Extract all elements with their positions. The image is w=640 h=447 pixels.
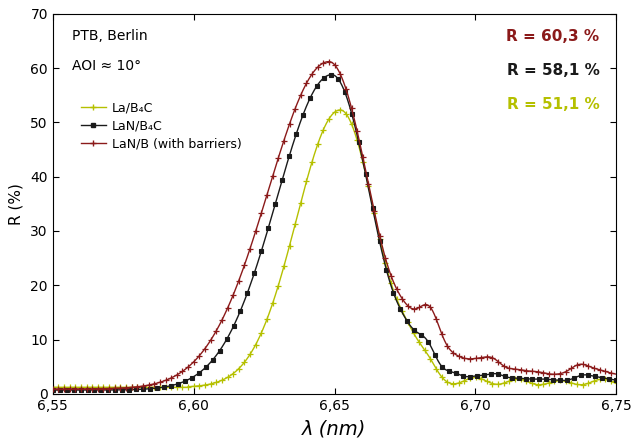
Text: R = 58,1 %: R = 58,1 % (506, 63, 600, 78)
Y-axis label: R (%): R (%) (8, 183, 23, 225)
Text: AOI ≈ 10°: AOI ≈ 10° (72, 59, 141, 73)
Text: R = 51,1 %: R = 51,1 % (507, 97, 600, 113)
Text: PTB, Berlin: PTB, Berlin (72, 29, 148, 43)
X-axis label: λ (nm): λ (nm) (302, 420, 367, 439)
Text: R = 60,3 %: R = 60,3 % (506, 29, 600, 44)
Legend: La/B₄C, LaN/B₄C, LaN/B (with barriers): La/B₄C, LaN/B₄C, LaN/B (with barriers) (76, 96, 247, 155)
